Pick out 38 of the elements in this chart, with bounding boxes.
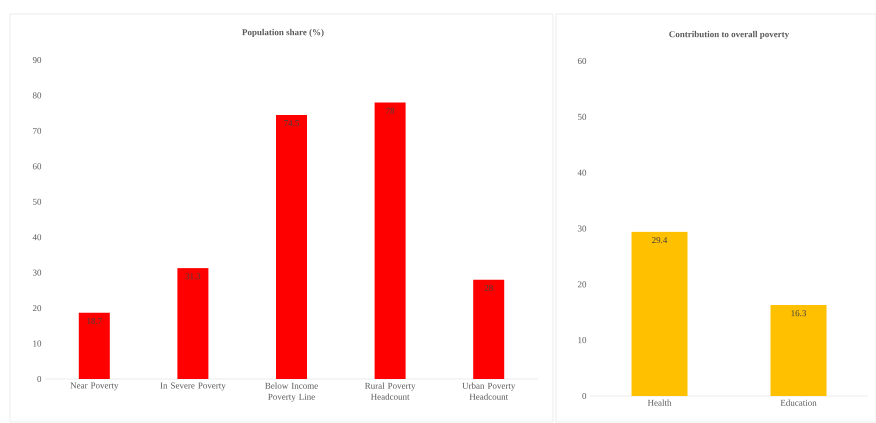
bar — [473, 280, 504, 379]
y-tick-label: 90 — [32, 56, 42, 64]
data-label: 18.7 — [87, 318, 102, 324]
x-tick-label: Health — [648, 400, 672, 406]
y-tick-label: 40 — [32, 234, 42, 240]
x-tick-label: Urban Poverty Headcount — [462, 382, 516, 400]
y-tick-label: 10 — [578, 337, 586, 344]
y-tick-label: 30 — [578, 225, 586, 232]
chart-title: Contribution to overall poverty — [669, 30, 790, 40]
x-tick-label: Below Income Poverty Line — [265, 382, 318, 402]
data-label: 28 — [484, 284, 493, 292]
bar — [177, 268, 208, 379]
bar — [276, 114, 307, 379]
y-tick-label: 10 — [33, 340, 42, 347]
y-tick-label: 0 — [37, 376, 42, 382]
y-tick-label: 20 — [578, 281, 586, 288]
y-tick-label: 70 — [33, 128, 42, 134]
data-label: 74.5 — [284, 120, 300, 126]
y-tick-label: 50 — [33, 198, 42, 205]
chart-title: Population share (%) — [242, 28, 324, 38]
y-tick-label: 60 — [578, 58, 586, 64]
y-tick-label: 50 — [578, 114, 586, 120]
y-tick-label: 60 — [32, 163, 42, 170]
y-tick-label: 0 — [582, 392, 586, 400]
x-tick-label: Education — [780, 400, 817, 406]
data-label: 31.3 — [185, 273, 200, 280]
bar — [78, 312, 110, 379]
data-label: 16.3 — [791, 310, 806, 316]
x-tick-label: Rural Poverty Headcount — [364, 382, 416, 400]
y-tick-label: 80 — [32, 92, 42, 98]
bar — [374, 102, 406, 379]
data-label: 29.4 — [652, 237, 668, 244]
y-tick-label: 30 — [32, 270, 42, 276]
y-tick-label: 20 — [32, 305, 42, 312]
x-tick-label: In Severe Poverty — [160, 382, 226, 390]
y-tick-label: 40 — [578, 170, 586, 176]
x-tick-label: Near Poverty — [70, 382, 118, 390]
data-label: 78 — [386, 108, 394, 114]
